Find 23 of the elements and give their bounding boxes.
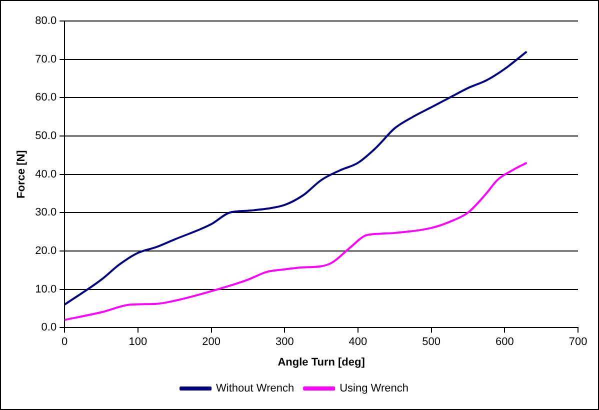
line-series bbox=[64, 162, 528, 321]
y-tick-label: 60.0 bbox=[35, 92, 57, 104]
y-tick-label: 80.0 bbox=[35, 15, 57, 28]
y-axis-title: Force [N] bbox=[16, 150, 28, 198]
y-tick-label: 0.0 bbox=[41, 322, 57, 334]
x-tick-label: 0 bbox=[62, 336, 68, 348]
x-tick-label: 200 bbox=[202, 336, 220, 348]
x-tick-label: 100 bbox=[128, 336, 148, 348]
y-tick-label: 10.0 bbox=[35, 283, 57, 296]
line-series bbox=[64, 50, 528, 306]
legend-label: Without Wrench bbox=[216, 382, 294, 395]
y-tick-label: 30.0 bbox=[35, 206, 57, 219]
y-tick-label: 20.0 bbox=[35, 244, 57, 257]
y-tick-label: 50.0 bbox=[35, 130, 57, 142]
x-axis-title: Angle Turn [deg] bbox=[278, 356, 366, 368]
y-tick-label: 40.0 bbox=[35, 168, 57, 180]
x-tick-label: 300 bbox=[275, 336, 294, 348]
x-tick-label: 500 bbox=[422, 336, 440, 348]
legend-label: Using Wrench bbox=[340, 382, 408, 395]
x-tick-label: 400 bbox=[348, 336, 368, 348]
x-tick-label: 600 bbox=[495, 336, 514, 348]
y-tick-label: 70.0 bbox=[35, 53, 57, 66]
x-tick-label: 700 bbox=[568, 336, 588, 348]
